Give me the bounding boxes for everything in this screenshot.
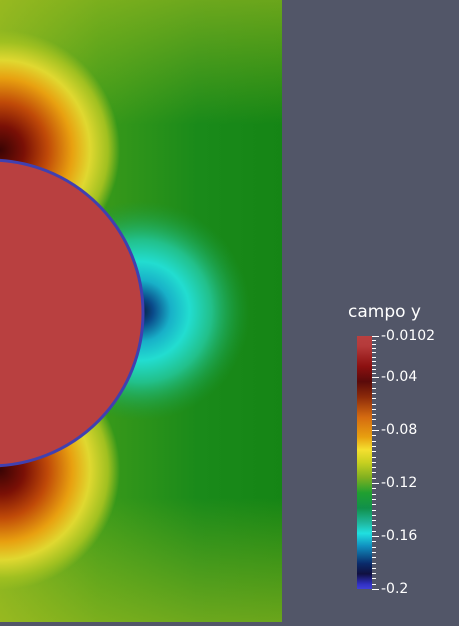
colorbar-minor-tick (372, 472, 376, 473)
colorbar-minor-tick (372, 563, 376, 564)
colorbar-minor-tick (372, 388, 376, 389)
colorbar-minor-tick (372, 393, 376, 394)
colorbar (357, 336, 372, 589)
colorbar-minor-tick (372, 467, 376, 468)
colorbar-minor-tick (372, 414, 376, 415)
colorbar-minor-tick (372, 365, 376, 366)
colorbar-tick-label: -0.08 (381, 422, 418, 438)
sphere (0, 158, 145, 468)
colorbar-minor-tick (372, 357, 376, 358)
colorbar-tick-label: -0.0102 (381, 328, 436, 344)
colorbar-minor-tick (372, 352, 376, 353)
colorbar-minor-tick (372, 488, 376, 489)
colorbar-minor-tick (372, 409, 376, 410)
colorbar-major-tick (372, 483, 379, 484)
colorbar-tick-label: -0.04 (381, 369, 418, 385)
colorbar-minor-tick (372, 510, 376, 511)
colorbar-minor-tick (372, 344, 376, 345)
colorbar-minor-tick (372, 568, 376, 569)
colorbar-major-tick (372, 430, 379, 431)
colorbar-minor-tick (372, 499, 376, 500)
legend-title: campo y (348, 302, 421, 322)
colorbar-minor-tick (372, 478, 376, 479)
colorbar-minor-tick (372, 557, 376, 558)
colorbar-minor-tick (372, 515, 376, 516)
colorbar-minor-tick (372, 573, 376, 574)
colorbar-major-tick (372, 336, 379, 337)
colorbar-major-tick (372, 536, 379, 537)
colorbar-minor-tick (372, 446, 376, 447)
colorbar-minor-tick (372, 435, 376, 436)
colorbar-minor-tick (372, 462, 376, 463)
colorbar-major-tick (372, 589, 379, 590)
colorbar-minor-tick (372, 398, 376, 399)
colorbar-minor-tick (372, 348, 376, 349)
colorbar-minor-tick (372, 441, 376, 442)
colorbar-minor-tick (372, 541, 376, 542)
colorbar-tick-label: -0.2 (381, 581, 409, 597)
colorbar-minor-tick (372, 361, 376, 362)
colorbar-major-tick (372, 377, 379, 378)
colorbar-minor-tick (372, 584, 376, 585)
colorbar-minor-tick (372, 382, 376, 383)
colorbar-minor-tick (372, 419, 376, 420)
colorbar-minor-tick (372, 425, 376, 426)
colorbar-minor-tick (372, 531, 376, 532)
colorbar-minor-tick (372, 552, 376, 553)
colorbar-minor-tick (372, 404, 376, 405)
colorbar-minor-tick (372, 504, 376, 505)
colorbar-tick-label: -0.12 (381, 475, 418, 491)
colorbar-minor-tick (372, 525, 376, 526)
colorbar-minor-tick (372, 494, 376, 495)
colorbar-minor-tick (372, 373, 376, 374)
color-legend: campo y -0.0102 -0.04 -0.08 -0.12 -0.16 -0.2 (340, 300, 459, 600)
colorbar-minor-tick (372, 340, 376, 341)
colorbar-minor-tick (372, 578, 376, 579)
colorbar-tick-label: -0.16 (381, 528, 418, 544)
colorbar-minor-tick (372, 547, 376, 548)
colorbar-minor-tick (372, 369, 376, 370)
colorbar-minor-tick (372, 520, 376, 521)
colorbar-minor-tick (372, 457, 376, 458)
colorbar-minor-tick (372, 451, 376, 452)
